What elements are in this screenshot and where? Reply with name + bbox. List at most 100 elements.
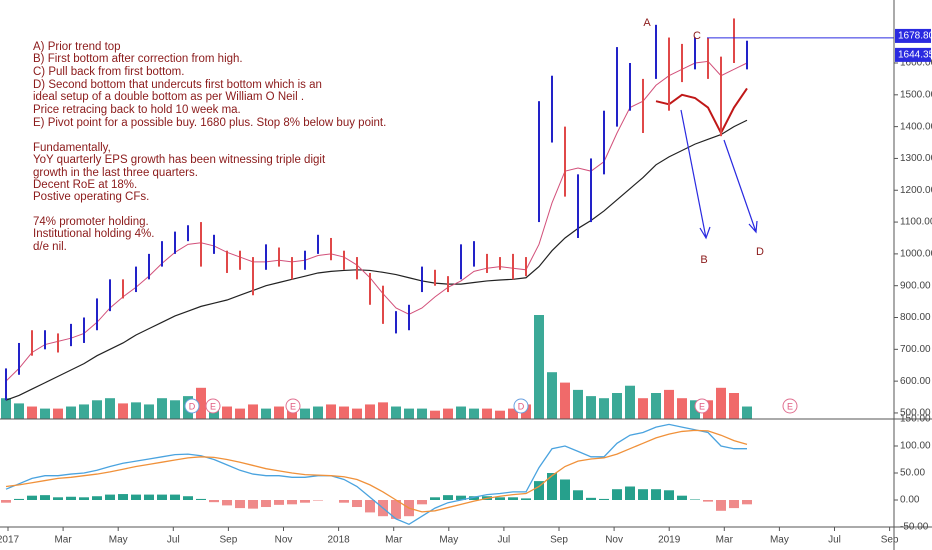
- note-line: Postive operating CFs.: [33, 191, 149, 203]
- histogram-bar: [40, 495, 50, 500]
- histogram-bar: [703, 500, 713, 502]
- volume-bar: [287, 408, 297, 419]
- x-tick-label: May: [770, 535, 789, 546]
- histogram-bar: [261, 500, 271, 508]
- histogram-bar: [664, 490, 674, 500]
- volume-bar: [625, 385, 635, 419]
- histogram-bar: [339, 500, 349, 503]
- volume-bar: [261, 408, 271, 419]
- histogram-bar: [417, 500, 427, 505]
- histogram-bar: [53, 497, 63, 500]
- histogram-bar: [209, 500, 219, 503]
- note-line: B) First bottom after correction from hi…: [33, 53, 243, 65]
- volume-bar: [79, 404, 89, 419]
- histogram-bar: [170, 494, 180, 500]
- volume-bar: [92, 400, 102, 419]
- histogram-bar: [274, 500, 284, 505]
- y-tick-label: 600.00: [900, 376, 931, 387]
- histogram-bar: [391, 500, 401, 519]
- volume-bar: [313, 406, 323, 419]
- histogram-bar: [586, 497, 596, 500]
- volume-bar: [482, 408, 492, 419]
- volume-bar: [417, 408, 427, 419]
- note-line: Decent RoE at 18%.: [33, 179, 137, 191]
- event-marker: [513, 398, 529, 414]
- volume-bar: [742, 406, 752, 419]
- volume-bar: [599, 398, 609, 419]
- volume-bar: [456, 406, 466, 419]
- volume-bar: [365, 404, 375, 419]
- histogram-bar: [79, 497, 89, 500]
- y-tick-label: 1600.00: [900, 58, 932, 69]
- histogram-bar: [443, 495, 453, 500]
- arrow: [723, 139, 758, 234]
- volume-bar: [157, 398, 167, 419]
- annotation: D: [756, 246, 764, 258]
- histogram-bar: [131, 494, 141, 500]
- x-tick-label: Sep: [550, 535, 568, 546]
- volume-bar: [560, 382, 570, 419]
- volume-bar: [248, 404, 258, 419]
- histogram-bar: [625, 486, 635, 500]
- note-line: Institutional holding 4%.: [33, 228, 154, 240]
- volume-bar: [300, 408, 310, 419]
- ma-long: [5, 119, 748, 401]
- note-line: growth in the last three quarters.: [33, 167, 198, 179]
- event-label: E: [787, 401, 793, 411]
- x-tick-label: Jul: [167, 535, 180, 546]
- volume-bar: [27, 406, 37, 419]
- histogram-bar: [248, 500, 258, 509]
- y-tick-label: 900.00: [900, 280, 931, 291]
- histogram-bar: [742, 500, 752, 505]
- plot-area: [1, 18, 894, 526]
- volume-bar: [547, 372, 557, 419]
- volume-bar: [651, 393, 661, 419]
- note-line: Fundamentally,: [33, 142, 111, 154]
- histogram-bar: [1, 500, 11, 503]
- histogram-bar: [287, 500, 297, 505]
- note-line: Price retracing back to hold 10 week ma.: [33, 104, 241, 116]
- volume-bar: [690, 400, 700, 419]
- x-tick-label: May: [439, 535, 458, 546]
- volume-bar: [339, 406, 349, 419]
- y2-tick-label: 0.00: [900, 495, 920, 506]
- volume-bar: [508, 408, 518, 419]
- y2-tick-label: 100.00: [900, 441, 931, 452]
- y-tick-label: 1500.00: [900, 89, 932, 100]
- volume-bar: [430, 410, 440, 419]
- volume-bar: [521, 404, 531, 419]
- volume-bar: [235, 408, 245, 419]
- annotation: B: [700, 254, 707, 266]
- histogram-bar: [456, 495, 466, 500]
- volume-bar: [40, 408, 50, 419]
- volume-bar: [118, 403, 128, 419]
- y2-tick-label: 150.00: [900, 414, 931, 425]
- histogram-bar: [118, 494, 128, 500]
- note-line: A) Prior trend top: [33, 41, 121, 53]
- ma-drawn: [655, 87, 748, 136]
- histogram-bar: [690, 499, 700, 500]
- volume-bar: [144, 404, 154, 419]
- histogram-bar: [430, 497, 440, 500]
- event-label: D: [518, 401, 525, 411]
- price-label-box: [895, 47, 931, 62]
- y-tick-label: 1100.00: [900, 217, 932, 228]
- histogram-bar: [313, 500, 323, 501]
- histogram-bar: [365, 500, 375, 513]
- price-label-box: [895, 28, 931, 43]
- price-label: 1644.35: [898, 50, 932, 61]
- event-marker: [285, 398, 301, 414]
- x-tick-label: Jul: [828, 535, 841, 546]
- histogram-bar: [612, 489, 622, 500]
- note-line: 74% promoter holding.: [33, 216, 149, 228]
- event-marker: [184, 398, 200, 414]
- note-line: E) Pivot point for a possible buy. 1680 …: [33, 117, 386, 129]
- volume-bar: [638, 398, 648, 419]
- volume-bar: [716, 387, 726, 419]
- volume-bar: [391, 406, 401, 419]
- histogram-bar: [300, 500, 310, 503]
- histogram-bar: [508, 497, 518, 500]
- note-line: ideal setup of a double bottom as per Wi…: [33, 91, 304, 103]
- x-tick-label: Sep: [220, 535, 238, 546]
